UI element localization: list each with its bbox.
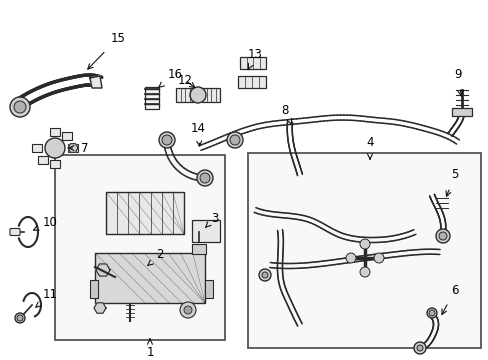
Bar bbox=[106, 192, 183, 234]
Bar bbox=[68, 144, 78, 152]
Text: 13: 13 bbox=[247, 49, 262, 70]
Circle shape bbox=[435, 229, 449, 243]
Circle shape bbox=[45, 138, 65, 158]
Circle shape bbox=[162, 135, 172, 145]
Circle shape bbox=[346, 253, 355, 263]
FancyBboxPatch shape bbox=[10, 229, 20, 235]
Circle shape bbox=[428, 310, 434, 316]
Bar bbox=[240, 57, 265, 69]
Text: 15: 15 bbox=[88, 31, 125, 69]
Circle shape bbox=[17, 315, 23, 321]
Bar bbox=[90, 280, 98, 298]
Bar bbox=[55, 155, 224, 340]
Text: 1: 1 bbox=[146, 339, 153, 359]
Circle shape bbox=[229, 135, 240, 145]
Circle shape bbox=[183, 306, 192, 314]
Text: 3: 3 bbox=[205, 211, 218, 228]
Text: 6: 6 bbox=[441, 284, 458, 314]
Circle shape bbox=[373, 253, 383, 263]
Bar bbox=[192, 220, 220, 242]
Polygon shape bbox=[90, 76, 102, 88]
Bar bbox=[202, 88, 220, 102]
Bar bbox=[95, 253, 204, 303]
Bar bbox=[247, 153, 480, 348]
Bar bbox=[32, 144, 42, 152]
Circle shape bbox=[413, 342, 425, 354]
Polygon shape bbox=[68, 144, 78, 152]
Polygon shape bbox=[94, 303, 106, 313]
Bar bbox=[176, 88, 194, 102]
Circle shape bbox=[262, 272, 267, 278]
Text: 12: 12 bbox=[177, 73, 194, 87]
Text: 11: 11 bbox=[36, 288, 58, 307]
Circle shape bbox=[359, 267, 369, 277]
Circle shape bbox=[14, 101, 26, 113]
Bar bbox=[238, 76, 265, 88]
Circle shape bbox=[426, 308, 436, 318]
Polygon shape bbox=[96, 264, 110, 276]
Text: 14: 14 bbox=[190, 122, 205, 146]
Text: 9: 9 bbox=[453, 68, 462, 96]
Text: 5: 5 bbox=[445, 168, 458, 196]
Circle shape bbox=[200, 173, 209, 183]
Text: 10: 10 bbox=[34, 216, 57, 230]
Circle shape bbox=[10, 97, 30, 117]
Circle shape bbox=[15, 313, 25, 323]
Bar bbox=[38, 156, 48, 164]
Circle shape bbox=[197, 170, 213, 186]
Text: 2: 2 bbox=[147, 248, 163, 265]
Text: 7: 7 bbox=[69, 141, 88, 154]
Bar bbox=[50, 160, 60, 168]
Circle shape bbox=[438, 232, 446, 240]
Text: 8: 8 bbox=[281, 104, 291, 125]
Text: 16: 16 bbox=[159, 68, 182, 87]
Circle shape bbox=[180, 302, 196, 318]
Circle shape bbox=[190, 87, 205, 103]
Circle shape bbox=[359, 239, 369, 249]
Bar bbox=[451, 108, 471, 116]
Bar bbox=[192, 244, 205, 254]
Circle shape bbox=[259, 269, 270, 281]
Circle shape bbox=[416, 345, 422, 351]
Text: 4: 4 bbox=[366, 136, 373, 159]
Circle shape bbox=[159, 132, 175, 148]
Bar bbox=[145, 87, 159, 109]
Bar bbox=[204, 280, 213, 298]
Circle shape bbox=[226, 132, 243, 148]
Bar bbox=[50, 128, 60, 136]
Bar bbox=[62, 132, 72, 140]
